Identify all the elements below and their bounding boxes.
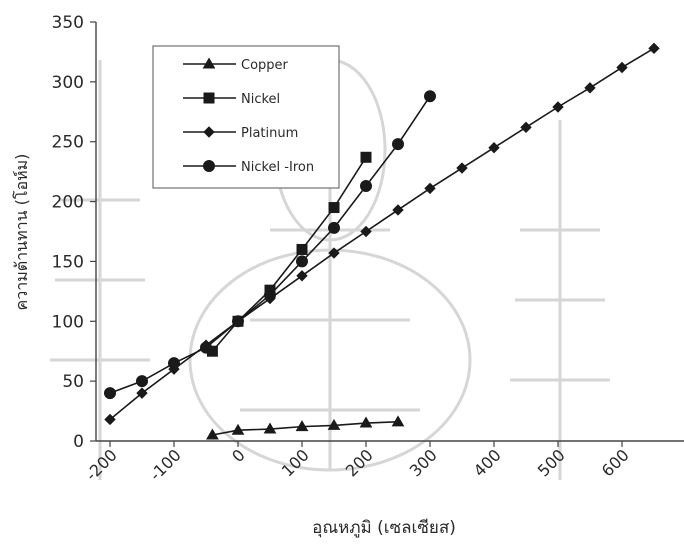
legend-item-nickel: Nickel (183, 92, 280, 107)
data-point-nickel (296, 243, 308, 255)
data-point-nickel-iron (328, 221, 340, 234)
data-point-platinum (104, 413, 116, 426)
data-point-platinum (616, 61, 628, 74)
data-point-platinum (360, 225, 372, 238)
data-point-platinum (328, 247, 340, 259)
data-point-copper (359, 416, 373, 428)
x-tick-label: 100 (278, 445, 313, 480)
legend-item-copper: Copper (183, 57, 289, 73)
x-tick-label: 500 (534, 445, 569, 480)
legend-marker-nickel-iron (203, 160, 215, 172)
data-point-copper (206, 428, 219, 440)
y-tick-label: 150 (52, 252, 84, 272)
y-axis-title: ความต้านทาน (โอห์ม) (12, 154, 31, 311)
legend-marker-platinum (203, 126, 215, 138)
data-point-platinum (488, 141, 500, 154)
data-point-platinum (552, 101, 564, 113)
data-point-nickel-iron (232, 315, 244, 328)
legend-item-nickel-iron: Nickel -Iron (183, 160, 314, 175)
series-copper (206, 415, 405, 440)
x-tick-label: -100 (146, 445, 185, 484)
x-tick-label: 200 (342, 445, 377, 480)
data-point-platinum (392, 204, 404, 216)
data-point-nickel-iron (168, 357, 180, 370)
y-tick-label: 300 (52, 73, 84, 93)
series-layer (104, 42, 660, 440)
data-point-copper (263, 422, 277, 434)
data-point-nickel-iron (264, 288, 276, 301)
legend-label: Platinum (241, 126, 298, 141)
data-point-platinum (584, 82, 596, 94)
data-point-copper (391, 415, 405, 427)
legend-item-platinum: Platinum (183, 126, 298, 141)
data-point-nickel-iron (200, 341, 212, 354)
y-tick-label: 350 (52, 13, 84, 33)
data-point-platinum (296, 270, 308, 282)
y-tick-label: 50 (62, 372, 84, 392)
legend-label: Nickel -Iron (241, 160, 314, 175)
data-point-platinum (520, 121, 532, 134)
y-tick-label: 200 (52, 193, 84, 213)
data-point-nickel-iron (360, 180, 372, 193)
y-tick-label: 0 (73, 432, 84, 452)
series-nickel-iron (104, 90, 436, 400)
data-point-nickel-iron (296, 255, 308, 268)
y-tick-label: 100 (52, 312, 84, 332)
data-point-platinum (136, 387, 148, 399)
legend-label: Nickel (241, 92, 280, 107)
x-axis-title: อุณหภูมิ (เซลเซียส) (312, 518, 456, 538)
x-tick-label: 600 (598, 445, 633, 480)
legend: Copper Nickel Platinum Nickel -Iron (152, 45, 340, 189)
data-point-copper (327, 418, 341, 430)
data-point-platinum (456, 162, 468, 174)
data-point-nickel-iron (136, 375, 148, 388)
data-point-platinum (424, 182, 436, 195)
x-tick-label: 400 (470, 445, 505, 480)
data-point-nickel-iron (392, 138, 404, 151)
legend-box (152, 45, 340, 189)
legend-marker-nickel (203, 92, 215, 104)
data-point-copper (231, 423, 245, 435)
data-point-copper (295, 420, 309, 432)
data-point-nickel-iron (424, 90, 436, 103)
legend-marker-copper (202, 57, 216, 69)
data-point-nickel (328, 202, 340, 214)
data-point-nickel (360, 151, 372, 163)
legend-label: Copper (241, 58, 289, 73)
data-point-nickel-iron (104, 387, 116, 400)
data-point-platinum (648, 42, 660, 55)
y-tick-label: 250 (52, 133, 84, 153)
